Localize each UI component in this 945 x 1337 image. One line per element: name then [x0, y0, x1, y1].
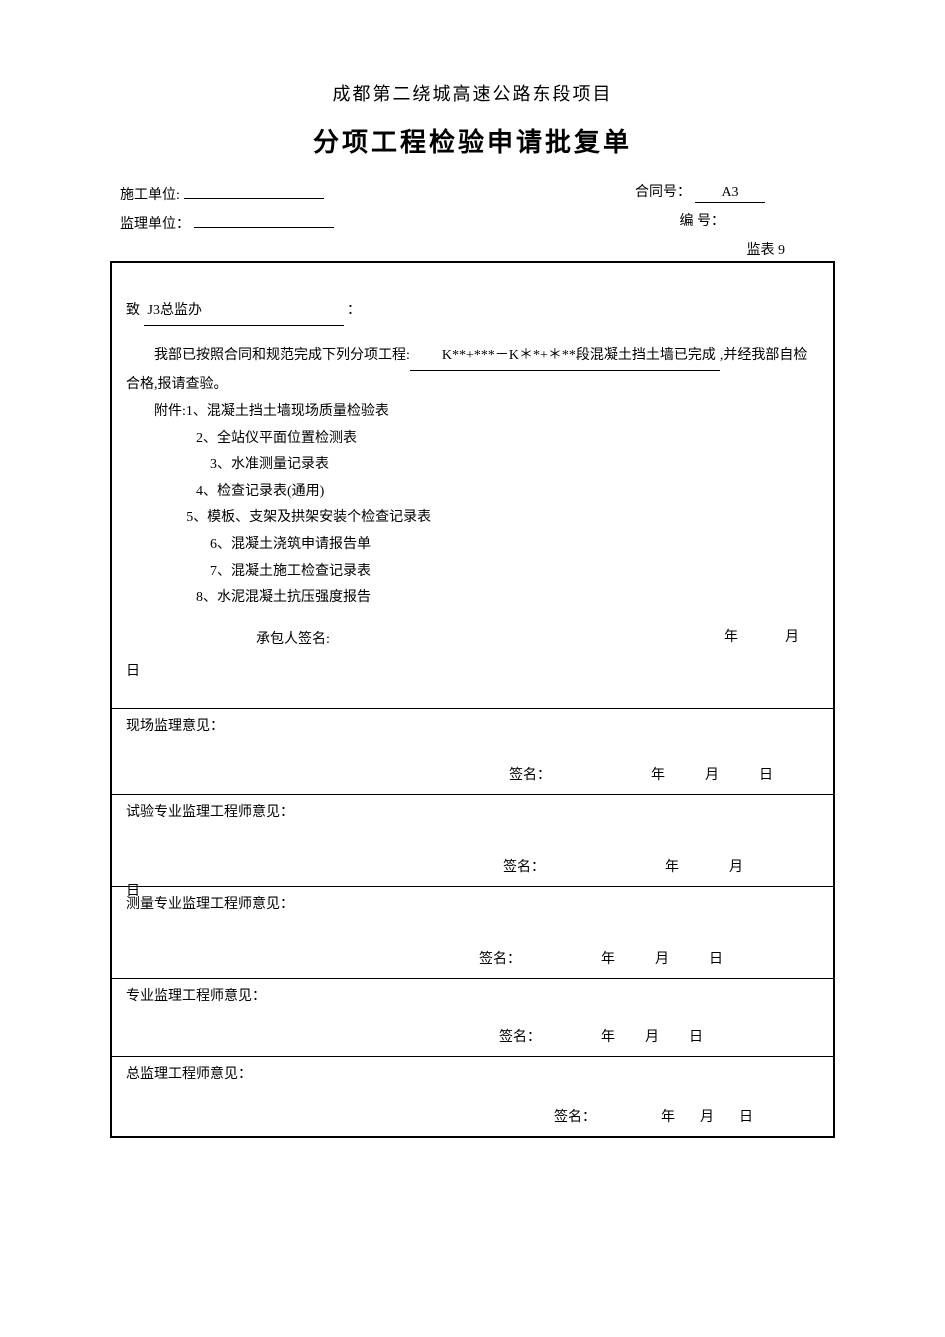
- supervise-value[interactable]: [194, 210, 334, 228]
- opinion-2-sign: 签名： 年 月: [503, 856, 743, 876]
- opinion-1-sign: 签名： 年 月 日: [509, 764, 773, 784]
- opinion-1-title: 现场监理意见：: [126, 715, 224, 735]
- opinion-5: 总监理工程师意见： 签名： 年 月 日: [112, 1056, 833, 1136]
- attach-7: 7、混凝土施工检查记录表: [154, 559, 819, 586]
- project-name: 成都第二绕城高速公路东段项目: [110, 80, 835, 106]
- day-label-row: 日: [126, 658, 819, 686]
- sign-label: 签名：: [499, 1026, 541, 1046]
- attach-4: 4、检查记录表(通用): [154, 479, 819, 506]
- attachment-list: 附件:1、混凝土挡土墙现场质量检验表 2、全站仪平面位置检测表 3、水准测量记录…: [126, 399, 819, 612]
- form-table: 致 J3总监办 ： 我部已按照合同和规范完成下列分项工程:K**+***－K＊*…: [110, 261, 835, 1138]
- sign-label: 签名：: [554, 1106, 596, 1126]
- contractor-sign-label: 承包人签名:: [126, 626, 819, 654]
- year-label: 年: [724, 630, 738, 645]
- opinion-3-title: 测量专业监理工程师意见：: [126, 893, 294, 913]
- m: 月: [729, 856, 743, 876]
- form-title: 分项工程检验申请批复单: [110, 122, 835, 159]
- contract-value[interactable]: A3: [695, 185, 765, 203]
- attach-5: 5、模板、支架及拱架安装个检查记录表: [154, 505, 819, 532]
- opinion-3: 测量专业监理工程师意见： 签名： 年 月 日: [112, 886, 833, 978]
- y: 年: [651, 768, 665, 783]
- sign-label: 签名：: [479, 948, 521, 968]
- d: 日: [689, 1026, 703, 1046]
- attach-1: 附件:1、混凝土挡土墙现场质量检验表: [154, 399, 819, 426]
- opinion-3-sign: 签名： 年 月 日: [479, 948, 723, 968]
- y: 年: [665, 860, 679, 875]
- d: 日: [739, 1106, 753, 1126]
- opinion-4-title: 专业监理工程师意见：: [126, 985, 266, 1005]
- opinion-2-title: 试验专业监理工程师意见：: [126, 801, 294, 821]
- serial-label: 编 号：: [680, 210, 726, 230]
- opinion-4: 专业监理工程师意见： 签名： 年 月 日: [112, 978, 833, 1056]
- m: 月: [700, 1106, 714, 1126]
- m: 月: [645, 1026, 659, 1046]
- opinion-1: 现场监理意见： 签名： 年 月 日: [112, 708, 833, 794]
- attach-3: 3、水准测量记录表: [154, 452, 819, 479]
- to-colon: ：: [347, 303, 361, 318]
- table-code: 监表 9: [110, 239, 835, 259]
- sign-label: 签名：: [503, 856, 545, 876]
- supervise-label: 监理单位：: [120, 213, 190, 233]
- y: 年: [601, 1030, 615, 1045]
- body-prefix: 我部已按照合同和规范完成下列分项工程:: [154, 348, 410, 363]
- opinion-2: 试验专业监理工程师意见： 签名： 年 月 日: [112, 794, 833, 886]
- attach-2: 2、全站仪平面位置检测表: [154, 426, 819, 453]
- sign-label: 签名：: [509, 764, 551, 784]
- meta-row-1: 施工单位: 合同号： A3: [110, 181, 835, 204]
- meta-row-2: 监理单位： 编 号：: [110, 210, 835, 233]
- contractor-date: 年 月: [724, 624, 799, 652]
- y: 年: [601, 952, 615, 967]
- m: 月: [655, 948, 669, 968]
- month-label: 月: [785, 630, 799, 645]
- contract-label: 合同号：: [635, 181, 691, 201]
- opinion-5-sign: 签名： 年 月 日: [554, 1106, 753, 1126]
- attach-6: 6、混凝土浇筑申请报告单: [154, 532, 819, 559]
- construct-label: 施工单位:: [120, 184, 180, 204]
- opinion-4-sign: 签名： 年 月 日: [499, 1026, 703, 1046]
- construct-value[interactable]: [184, 181, 324, 199]
- attach-8: 8、水泥混凝土抗压强度报告: [154, 585, 819, 612]
- y: 年: [661, 1110, 675, 1125]
- m: 月: [705, 764, 719, 784]
- to-value[interactable]: J3总监办: [144, 297, 344, 326]
- body-underline[interactable]: K**+***－K＊*+＊**段混凝土挡土墙已完成: [410, 342, 720, 371]
- to-label: 致: [126, 303, 140, 318]
- opinion-5-title: 总监理工程师意见：: [126, 1063, 252, 1083]
- d: 日: [759, 764, 773, 784]
- main-section: 致 J3总监办 ： 我部已按照合同和规范完成下列分项工程:K**+***－K＊*…: [112, 263, 833, 708]
- d: 日: [709, 948, 723, 968]
